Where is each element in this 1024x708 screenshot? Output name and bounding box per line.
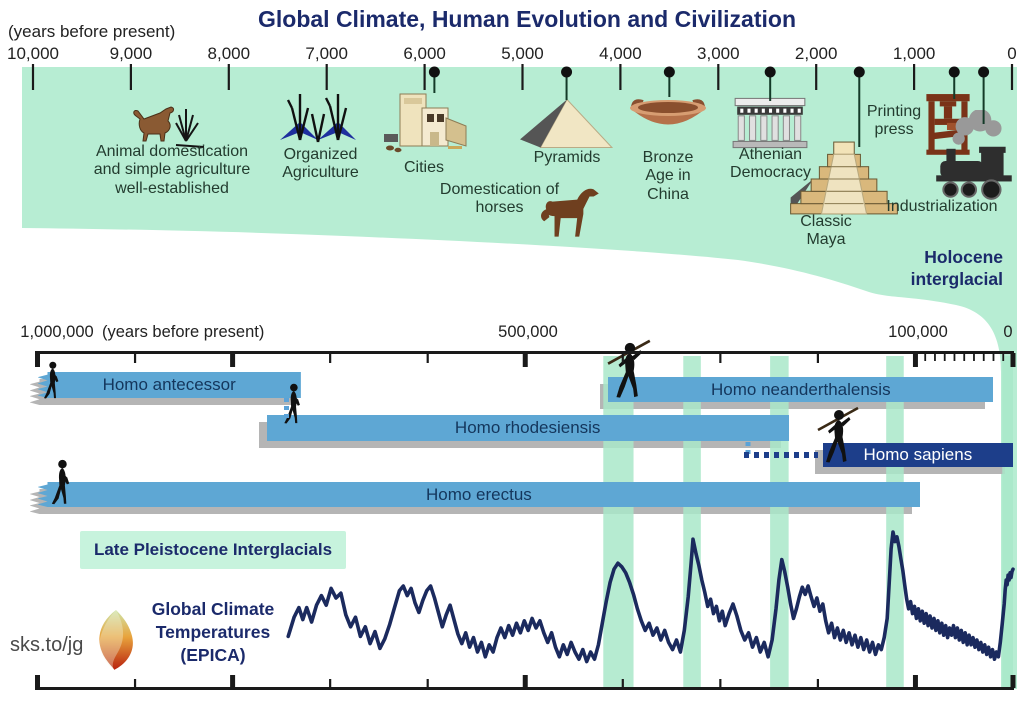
event-label-classic-maya: Classic Maya [780,213,872,250]
hominid-walker-icon [40,361,64,400]
lower-axis-label-100000: 100,000 [878,323,958,342]
hominid-axis-line [35,351,1014,354]
hominid-spear-hunter-icon [816,404,862,468]
species-label: Homo sapiens [864,445,973,465]
event-pin-dot [561,67,572,78]
species-label: Homo erectus [426,485,532,505]
top-axis-tick-label: 7,000 [287,44,367,64]
species-label: Homo rhodesiensis [455,418,601,438]
hominid-walker-icon [280,383,306,425]
lower-axis-label-0: 0 [993,323,1023,342]
epica-curve-label: Global Climate Temperatures (EPICA) [128,598,298,666]
event-label-athenian-democracy: Athenian Democracy [708,146,833,183]
hominid-spear-hunter-icon [606,336,654,404]
event-pin-dot [664,67,675,78]
event-pin-dot [949,67,960,78]
climate-axis-line [35,687,1014,690]
event-label-cities: Cities [379,159,469,177]
top-axis-tick-label: 5,000 [483,44,563,64]
species-label: Homo neanderthalensis [711,380,891,400]
top-axis-tick-label: 4,000 [580,44,660,64]
top-axis-tick-label: 10,000 [0,44,73,64]
top-axis-tick-label: 2,000 [776,44,856,64]
event-label-animal-domestication: Animal domestication and simple agricult… [62,143,282,198]
species-bar-homo-erectus: Homo erectus [38,482,921,507]
lower-axis-label-500000: 500,000 [488,323,568,342]
event-label-pyramids: Pyramids [512,149,622,167]
late-pleistocene-interglacials-badge: Late Pleistocene Interglacials [80,531,346,569]
interglacial-band [1002,356,1013,687]
locomotive-icon [934,110,1016,208]
species-bar-homo-antecessor: Homo antecessor [38,372,301,398]
event-label-organized-agriculture: Organized Agriculture [258,146,383,183]
event-pin-dot [854,67,865,78]
bronze-vessel-icon [624,92,712,144]
watermark-text: sks.to/jg [10,634,83,657]
event-pin-dot [765,67,776,78]
lower-axis-unit-label: (years before present) [102,323,264,342]
event-label-bronze-age-china: Bronze Age in China [623,149,713,204]
epica-temperature-curve [288,532,1013,662]
hominid-walker-icon [47,459,76,506]
event-label-printing-press: Printing press [849,103,939,140]
top-axis-tick-label: 3,000 [678,44,758,64]
top-axis-tick-label: 0 [972,44,1024,64]
holocene-interglacial-label: Holocene interglacial [858,247,1003,291]
grain-plants-icon [276,92,360,154]
city-buildings-icon [382,88,470,162]
climate-evolution-infographic: Homo antecessor Homo neanderthalensis Ho… [0,0,1024,708]
species-label: Homo antecessor [103,375,236,395]
lower-axis-label-1000000: 1,000,000 [12,323,102,342]
event-label-domestication-of-horses: Domestication of horses [412,181,587,218]
top-axis-unit-label: (years before present) [8,22,175,42]
event-pin-dot [978,67,989,78]
top-axis-tick-label: 6,000 [385,44,465,64]
top-axis-tick-label: 1,000 [874,44,954,64]
event-label-industrialization: Industrialization [866,198,1018,216]
pyramid-icon [518,96,616,152]
top-axis-tick-label: 8,000 [189,44,269,64]
species-bar-homo-neanderthalensis: Homo neanderthalensis [608,377,993,402]
top-axis-tick-label: 9,000 [91,44,171,64]
event-pin-dot [429,67,440,78]
species-bar-homo-rhodesiensis: Homo rhodesiensis [267,415,789,441]
page-title: Global Climate, Human Evolution and Civi… [212,6,842,33]
